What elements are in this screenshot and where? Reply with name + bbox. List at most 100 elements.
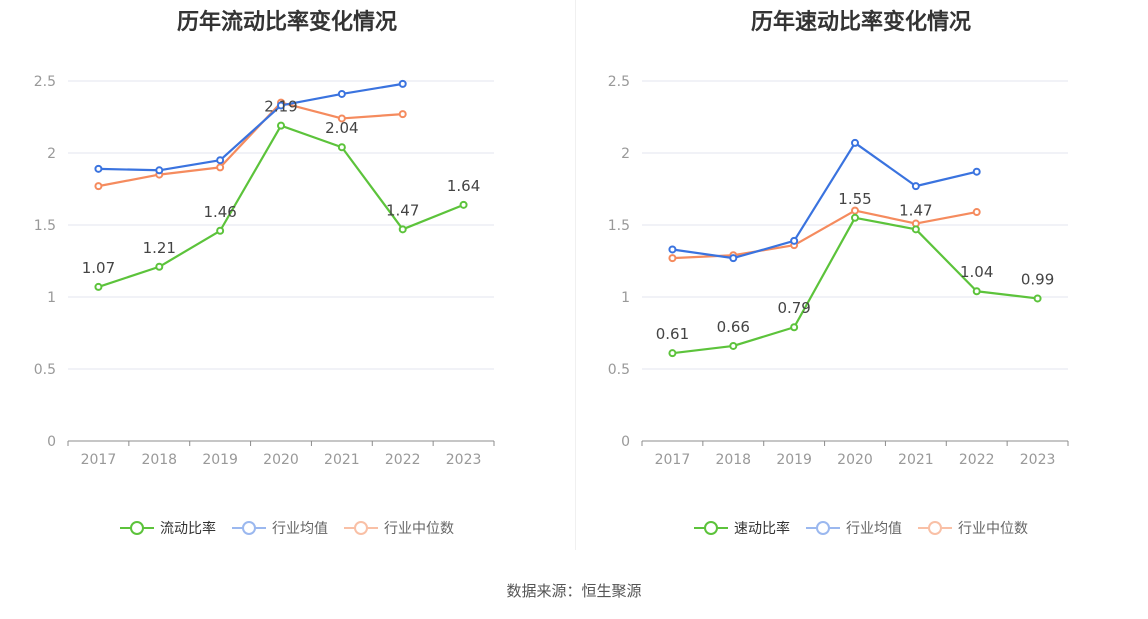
x-tick-label: 2021 [324, 452, 360, 468]
data-label: 1.04 [960, 263, 993, 281]
data-label: 1.55 [838, 190, 871, 208]
data-point [1033, 294, 1042, 303]
data-label: 1.07 [82, 259, 115, 277]
legend-item-current-ratio[interactable]: 流动比率 [120, 518, 216, 538]
legend-item-quick-ratio[interactable]: 速动比率 [694, 518, 790, 538]
chart-legend: 流动比率 行业均值 行业中位数 [0, 518, 574, 538]
x-tick-label: 2017 [655, 452, 691, 468]
chart-title: 历年流动比率变化情况 [176, 10, 397, 35]
series-line [672, 141, 977, 260]
data-point [277, 121, 285, 130]
data-point [972, 208, 981, 217]
legend-blue-swatch-icon [806, 520, 840, 536]
legend-item-industry-mean[interactable]: 行业均值 [232, 518, 328, 538]
legend-item-industry-median[interactable]: 行业中位数 [918, 518, 1028, 538]
legend-label: 行业均值 [272, 521, 328, 537]
series-line [98, 101, 403, 188]
data-point [851, 213, 859, 222]
y-tick-label: 0 [621, 434, 630, 450]
legend-label: 流动比率 [160, 521, 216, 537]
data-label: 1.21 [143, 239, 176, 257]
x-tick-label: 2023 [1020, 452, 1056, 468]
x-tick-label: 2020 [263, 452, 299, 468]
data-label: 1.47 [899, 201, 932, 219]
data-point [972, 287, 981, 296]
legend-green-swatch-icon [120, 520, 154, 536]
x-tick-label: 2021 [898, 452, 934, 468]
x-tick-label: 2020 [837, 452, 873, 468]
quick-ratio-panel: 历年速动比率变化情况 0 0.5 1 1.5 2 2.5 2017 2018 2019 2020 2… [574, 0, 1148, 560]
legend-item-industry-mean[interactable]: 行业均值 [806, 518, 902, 538]
data-label: 2.04 [325, 119, 358, 137]
legend-green-swatch-icon [694, 520, 728, 536]
legend-orange-swatch-icon [344, 520, 378, 536]
data-point [911, 225, 920, 234]
data-point [668, 254, 677, 263]
data-source-note: 数据来源：恒生聚源 [506, 582, 642, 600]
y-tick-label: 1.5 [608, 218, 630, 234]
data-point [216, 226, 225, 235]
legend-label: 速动比率 [734, 521, 790, 537]
data-point [729, 254, 738, 263]
data-point [851, 138, 859, 147]
data-point [398, 225, 407, 234]
quick-ratio-chart: 0 0.5 1 1.5 2 2.5 2017 2018 2019 2020 2021 2022 2023… [608, 74, 1069, 468]
data-label: 0.79 [777, 299, 810, 317]
legend-item-industry-median[interactable]: 行业中位数 [344, 518, 454, 538]
data-label: 0.66 [717, 318, 750, 336]
y-tick-label: 1.5 [34, 218, 56, 234]
data-point [277, 101, 285, 110]
data-point [94, 282, 103, 291]
data-point [94, 164, 103, 173]
data-point [790, 236, 799, 245]
x-tick-label: 2017 [81, 452, 117, 468]
data-point [398, 79, 407, 88]
data-point [337, 143, 346, 152]
data-point [155, 166, 164, 175]
chart-title: 历年速动比率变化情况 [750, 10, 971, 35]
data-label: 0.61 [656, 325, 689, 343]
data-point [94, 182, 103, 191]
data-point [972, 167, 981, 176]
data-point [790, 323, 799, 332]
data-point [155, 262, 164, 271]
legend-blue-swatch-icon [232, 520, 266, 536]
data-label: 2.19 [264, 98, 297, 116]
x-tick-label: 2018 [141, 452, 177, 468]
y-tick-label: 1 [621, 290, 630, 306]
data-point [668, 245, 677, 254]
x-tick-label: 2023 [446, 452, 482, 468]
y-tick-label: 2.5 [608, 74, 630, 90]
data-point [216, 163, 225, 172]
x-tick-label: 2018 [715, 452, 751, 468]
chart-legend: 速动比率 行业均值 行业中位数 [574, 518, 1148, 538]
data-point [851, 206, 859, 215]
y-tick-label: 0.5 [34, 362, 56, 378]
data-point [216, 156, 225, 165]
x-tick-label: 2022 [385, 452, 421, 468]
data-label: 1.47 [386, 201, 419, 219]
current-ratio-panel: 历年流动比率变化情况 0 0.5 1 1.5 2 2.5 2017 2018 2019 2020 2… [0, 0, 574, 560]
data-label: 0.99 [1021, 270, 1054, 288]
current-ratio-chart: 0 0.5 1 1.5 2 2.5 2017 2018 2019 2020 2021 2022 2023… [34, 74, 495, 468]
data-point [668, 349, 677, 358]
data-point [398, 110, 407, 119]
data-label: 1.46 [203, 203, 236, 221]
series-line [98, 82, 403, 172]
data-point [337, 114, 346, 123]
data-point [337, 89, 346, 98]
y-tick-label: 2 [47, 146, 56, 162]
data-point [459, 200, 468, 209]
y-tick-label: 2 [621, 146, 630, 162]
y-tick-label: 2.5 [34, 74, 56, 90]
data-point [729, 341, 738, 350]
x-tick-label: 2022 [959, 452, 995, 468]
y-tick-label: 0.5 [608, 362, 630, 378]
y-tick-label: 0 [47, 434, 56, 450]
data-label: 1.64 [447, 177, 480, 195]
legend-label: 行业均值 [846, 521, 902, 537]
y-tick-label: 1 [47, 290, 56, 306]
panel-divider [575, 0, 576, 550]
legend-label: 行业中位数 [958, 521, 1028, 537]
data-point [911, 182, 920, 191]
